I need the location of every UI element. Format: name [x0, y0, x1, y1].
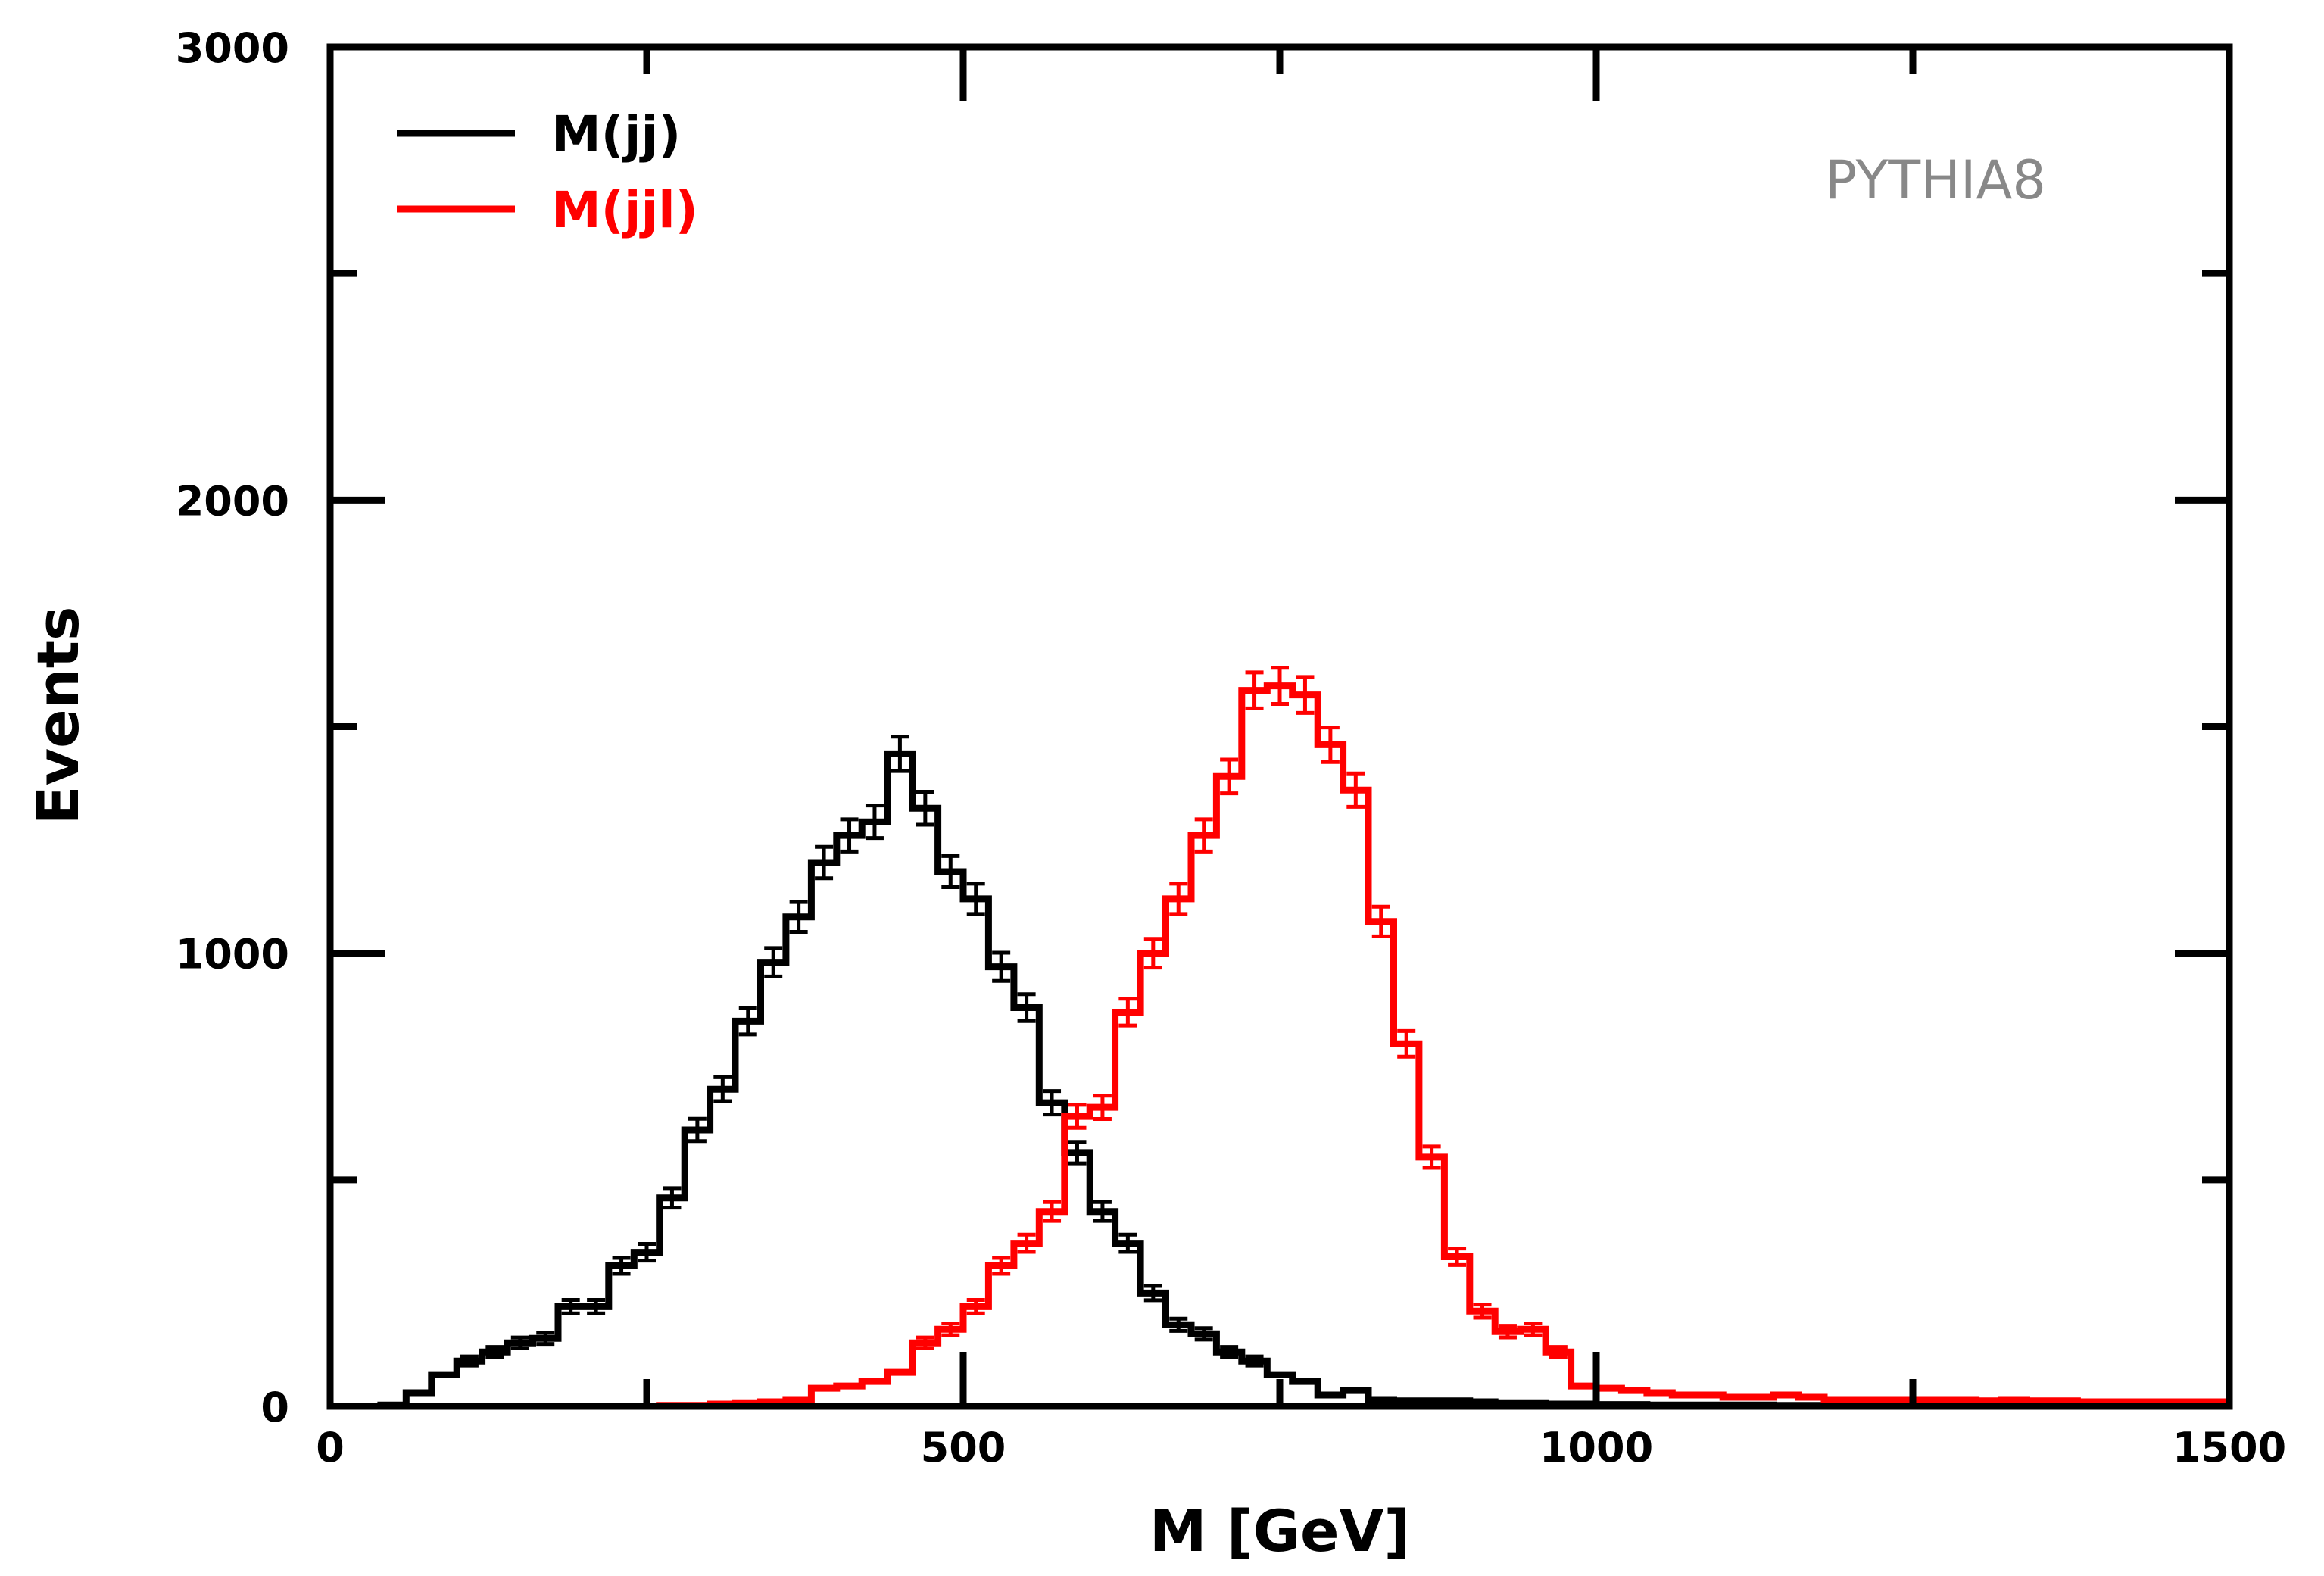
error-bar: [1549, 1345, 1568, 1359]
error-bar: [1448, 1247, 1467, 1267]
error-bar: [713, 1075, 732, 1103]
error-bar: [840, 817, 859, 854]
error-bar: [1524, 1321, 1543, 1337]
plot-frame: [326, 43, 2233, 1410]
x-tick-label: 0: [316, 1424, 345, 1471]
error-bar: [1245, 670, 1264, 710]
error-bar: [1169, 1316, 1188, 1333]
error-bar: [1093, 1200, 1112, 1223]
error-bar: [789, 900, 808, 934]
error-bar: [966, 1297, 985, 1315]
error-bar: [638, 1242, 656, 1263]
x-tick-label: 1000: [1539, 1424, 1653, 1471]
error-bar: [1093, 1094, 1112, 1121]
error-bar: [1068, 1103, 1087, 1130]
error-bar: [612, 1256, 631, 1276]
x-tick-label: 1500: [2173, 1424, 2286, 1471]
error-bar: [1271, 666, 1289, 707]
error-bar: [1194, 817, 1213, 854]
error-bar: [1473, 1303, 1492, 1320]
y-tick-label: 1000: [176, 931, 289, 978]
generator-annotation: PYTHIA8: [1825, 149, 2046, 211]
error-bar: [1068, 1140, 1087, 1166]
error-bar: [966, 882, 985, 916]
error-bar: [738, 1006, 757, 1037]
legend-label-mjjl: M(jjl): [551, 181, 698, 239]
error-bar: [460, 1354, 479, 1368]
error-bar: [1017, 1232, 1036, 1254]
error-bar: [1220, 1345, 1239, 1359]
y-tick-label: 2000: [176, 477, 289, 525]
labels-layer: 0 500 1000 1500 0 1000 2000 3000: [176, 24, 2286, 1471]
error-bar: [815, 844, 834, 881]
error-bar: [1422, 1144, 1441, 1170]
error-bar: [1017, 992, 1036, 1023]
error-bar: [510, 1335, 529, 1350]
error-bar: [663, 1186, 682, 1210]
error-bar: [1194, 1326, 1213, 1342]
y-tick-label: 3000: [176, 24, 289, 72]
error-bar: [1296, 675, 1315, 715]
error-bar: [891, 735, 909, 773]
error-bar: [688, 1116, 707, 1144]
x-axis-title: M [GeV]: [1150, 1497, 1410, 1565]
error-bar: [485, 1345, 504, 1359]
error-bar: [561, 1297, 580, 1315]
error-bar: [1043, 1200, 1062, 1223]
error-bar: [992, 950, 1011, 983]
error-bar: [1143, 1284, 1162, 1303]
y-axis-title: Events: [24, 607, 92, 825]
error-bar: [916, 789, 934, 827]
error-bar: [992, 1256, 1011, 1276]
error-bar: [1498, 1324, 1517, 1340]
error-bar: [941, 854, 960, 890]
error-bar: [587, 1297, 606, 1315]
error-bar: [916, 1335, 934, 1350]
error-bar: [1220, 757, 1239, 796]
error-bar: [1118, 997, 1137, 1028]
legend-label-mjj: M(jj): [551, 105, 681, 164]
error-bar: [1043, 1089, 1062, 1117]
series-mjjl: [656, 666, 2233, 1409]
error-bar: [1346, 771, 1365, 809]
error-bar: [941, 1321, 960, 1337]
error-bar: [536, 1331, 555, 1347]
error-bar: [865, 804, 884, 841]
legend: M(jj) M(jjl): [397, 105, 698, 239]
error-bar: [1118, 1232, 1137, 1254]
x-tick-label: 500: [921, 1424, 1006, 1471]
error-bar: [1245, 1354, 1264, 1368]
error-bar: [764, 946, 783, 978]
error-bar: [1143, 937, 1162, 970]
series-line: [656, 682, 2233, 1409]
error-bar: [1397, 1028, 1416, 1059]
error-bar: [1371, 904, 1390, 938]
error-bar: [1321, 726, 1340, 764]
y-tick-label: 0: [260, 1384, 289, 1431]
error-bar: [1169, 882, 1188, 916]
